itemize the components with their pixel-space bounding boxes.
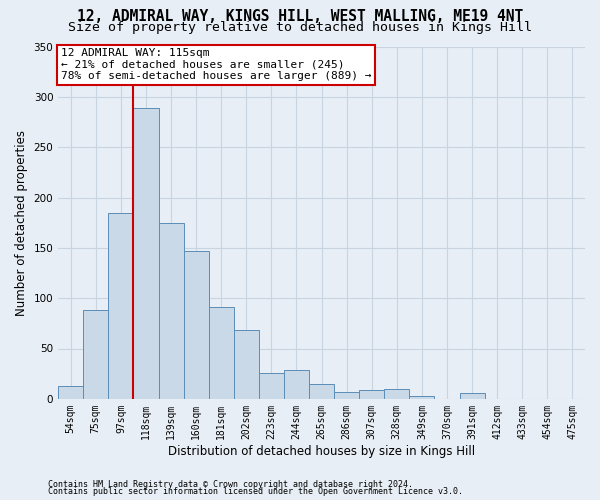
Bar [109,212,133,399]
Text: 12 ADMIRAL WAY: 115sqm
← 21% of detached houses are smaller (245)
78% of semi-de: 12 ADMIRAL WAY: 115sqm ← 21% of detached… [61,48,371,82]
Y-axis label: Number of detached properties: Number of detached properties [15,130,28,316]
Bar [359,390,385,399]
Bar [158,222,184,399]
Bar [234,330,259,399]
Text: 12, ADMIRAL WAY, KINGS HILL, WEST MALLING, ME19 4NT: 12, ADMIRAL WAY, KINGS HILL, WEST MALLIN… [77,9,523,24]
Bar [385,389,409,399]
Bar [58,386,83,399]
Bar [83,310,109,399]
Bar [309,384,334,399]
X-axis label: Distribution of detached houses by size in Kings Hill: Distribution of detached houses by size … [168,444,475,458]
Bar [133,108,158,399]
Bar [334,392,359,399]
Bar [209,307,234,399]
Bar [184,251,209,399]
Text: Size of property relative to detached houses in Kings Hill: Size of property relative to detached ho… [68,21,532,34]
Text: Contains HM Land Registry data © Crown copyright and database right 2024.: Contains HM Land Registry data © Crown c… [48,480,413,489]
Text: Contains public sector information licensed under the Open Government Licence v3: Contains public sector information licen… [48,487,463,496]
Bar [409,396,434,399]
Bar [259,372,284,399]
Bar [284,370,309,399]
Bar [460,393,485,399]
